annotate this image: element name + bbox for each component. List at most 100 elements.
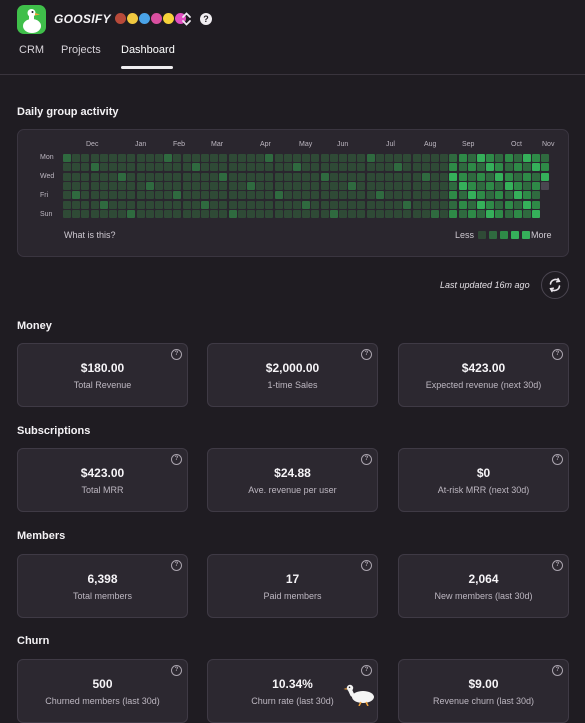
heatmap-cell[interactable] <box>63 154 71 162</box>
heatmap-cell[interactable] <box>191 163 200 172</box>
heatmap-cell[interactable] <box>145 200 154 209</box>
heatmap-cell[interactable] <box>127 200 136 209</box>
heatmap-cell[interactable] <box>366 209 375 218</box>
heatmap-cell[interactable] <box>523 163 531 172</box>
heatmap-cell[interactable] <box>63 209 71 218</box>
heatmap-cell[interactable] <box>449 163 458 172</box>
heatmap-cell[interactable] <box>283 181 292 190</box>
chevron-updown-icon[interactable] <box>181 11 192 27</box>
heatmap-cell[interactable] <box>247 191 255 200</box>
heatmap-cell[interactable] <box>247 172 255 181</box>
heatmap-cell[interactable] <box>385 154 393 162</box>
heatmap-cell[interactable] <box>237 209 246 218</box>
heatmap-cell[interactable] <box>247 181 255 190</box>
heatmap-cell[interactable] <box>513 191 522 200</box>
heatmap-cell[interactable] <box>311 163 320 172</box>
heatmap-cell[interactable] <box>99 200 108 209</box>
heatmap-cell[interactable] <box>385 172 393 181</box>
heatmap-cell[interactable] <box>532 191 541 200</box>
heatmap-cell[interactable] <box>495 154 504 162</box>
heatmap-cell[interactable] <box>394 163 403 172</box>
heatmap-cell[interactable] <box>201 209 209 218</box>
heatmap-cell[interactable] <box>72 181 81 190</box>
heatmap-cell[interactable] <box>513 172 522 181</box>
heatmap-cell[interactable] <box>311 200 320 209</box>
heatmap-cell[interactable] <box>477 191 485 200</box>
heatmap-cell[interactable] <box>495 172 504 181</box>
heatmap-cell[interactable] <box>311 209 320 218</box>
info-icon[interactable]: ? <box>361 454 372 465</box>
heatmap-cell[interactable] <box>495 200 504 209</box>
heatmap-cell[interactable] <box>311 191 320 200</box>
heatmap-cell[interactable] <box>90 181 99 190</box>
heatmap-cell[interactable] <box>366 172 375 181</box>
heatmap-cell[interactable] <box>173 209 182 218</box>
heatmap-cell[interactable] <box>449 154 458 162</box>
heatmap-cell[interactable] <box>265 154 274 162</box>
heatmap-cell[interactable] <box>118 209 127 218</box>
info-icon[interactable]: ? <box>552 665 563 676</box>
heatmap-cell[interactable] <box>237 154 246 162</box>
heatmap-cell[interactable] <box>201 172 209 181</box>
heatmap-cell[interactable] <box>164 163 173 172</box>
heatmap-cell[interactable] <box>302 191 311 200</box>
heatmap-cell[interactable] <box>191 191 200 200</box>
heatmap-cell[interactable] <box>173 200 182 209</box>
heatmap-cell[interactable] <box>504 200 513 209</box>
heatmap-cell[interactable] <box>81 181 90 190</box>
heatmap-cell[interactable] <box>431 181 439 190</box>
heatmap-cell[interactable] <box>228 154 237 162</box>
heatmap-cell[interactable] <box>118 181 127 190</box>
heatmap-cell[interactable] <box>320 200 329 209</box>
heatmap-cell[interactable] <box>99 209 108 218</box>
heatmap-cell[interactable] <box>118 163 127 172</box>
heatmap-cell[interactable] <box>385 163 393 172</box>
heatmap-cell[interactable] <box>201 191 209 200</box>
tab-crm[interactable]: CRM <box>19 44 45 56</box>
heatmap-cell[interactable] <box>99 181 108 190</box>
heatmap-cell[interactable] <box>247 154 255 162</box>
heatmap-cell[interactable] <box>72 154 81 162</box>
heatmap-cell[interactable] <box>127 172 136 181</box>
info-icon[interactable]: ? <box>361 560 372 571</box>
heatmap-cell[interactable] <box>191 172 200 181</box>
heatmap-cell[interactable] <box>90 200 99 209</box>
heatmap-cell[interactable] <box>164 191 173 200</box>
heatmap-cell[interactable] <box>394 209 403 218</box>
heatmap-cell[interactable] <box>458 191 467 200</box>
heatmap-cell[interactable] <box>458 181 467 190</box>
heatmap-cell[interactable] <box>256 154 265 162</box>
heatmap-cell[interactable] <box>173 154 182 162</box>
heatmap-cell[interactable] <box>348 172 357 181</box>
heatmap-cell[interactable] <box>458 154 467 162</box>
heatmap-cell[interactable] <box>219 172 228 181</box>
heatmap-cell[interactable] <box>173 181 182 190</box>
heatmap-cell[interactable] <box>357 181 366 190</box>
heatmap-cell[interactable] <box>412 209 421 218</box>
heatmap-cell[interactable] <box>431 191 439 200</box>
heatmap-cell[interactable] <box>109 209 117 218</box>
heatmap-cell[interactable] <box>127 181 136 190</box>
heatmap-cell[interactable] <box>265 200 274 209</box>
heatmap-cell[interactable] <box>412 200 421 209</box>
heatmap-cell[interactable] <box>440 181 449 190</box>
heatmap-cell[interactable] <box>99 154 108 162</box>
heatmap-cell[interactable] <box>274 163 283 172</box>
heatmap-cell[interactable] <box>467 172 476 181</box>
heatmap-cell[interactable] <box>293 172 301 181</box>
heatmap-cell[interactable] <box>256 200 265 209</box>
heatmap-cell[interactable] <box>385 200 393 209</box>
heatmap-cell[interactable] <box>412 154 421 162</box>
heatmap-cell[interactable] <box>532 200 541 209</box>
heatmap-cell[interactable] <box>348 163 357 172</box>
heatmap-cell[interactable] <box>320 163 329 172</box>
heatmap-cell[interactable] <box>81 154 90 162</box>
heatmap-cell[interactable] <box>164 209 173 218</box>
heatmap-cell[interactable] <box>274 209 283 218</box>
heatmap-cell[interactable] <box>219 191 228 200</box>
heatmap-cell[interactable] <box>81 191 90 200</box>
heatmap-cell[interactable] <box>136 172 145 181</box>
heatmap-cell[interactable] <box>274 172 283 181</box>
heatmap-cell[interactable] <box>458 163 467 172</box>
heatmap-cell[interactable] <box>265 191 274 200</box>
